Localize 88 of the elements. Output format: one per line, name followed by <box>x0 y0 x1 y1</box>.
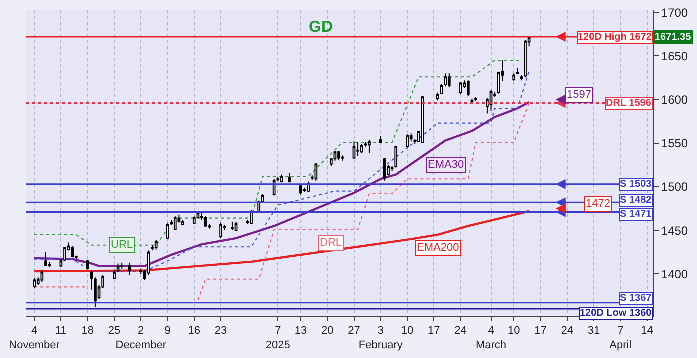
candlestick <box>448 73 451 88</box>
y-tick-label: 1550 <box>661 136 688 151</box>
candlestick <box>113 270 116 280</box>
candlestick <box>60 258 63 268</box>
candlestick <box>338 150 340 160</box>
candlestick <box>459 82 462 96</box>
candlestick <box>341 155 344 162</box>
candlestick <box>360 144 364 154</box>
candlestick <box>490 90 493 112</box>
candlestick <box>356 142 360 157</box>
candlestick <box>394 146 398 168</box>
candlestick <box>368 139 371 154</box>
y-tick-label: 1600 <box>661 92 688 107</box>
text: 1671.35 <box>655 32 692 43</box>
candlestick <box>516 68 520 76</box>
series-label: DRL <box>320 237 342 249</box>
x-tick-label: 11 <box>55 325 67 338</box>
ref-line-label: 120D High 1672 <box>578 32 652 43</box>
ref-line-label: DRL 1596 <box>606 98 652 109</box>
candlestick <box>406 134 409 148</box>
x-tick-label: 10 <box>401 325 414 338</box>
candlestick <box>40 270 44 282</box>
x-tick-label: 16 <box>188 325 201 338</box>
candlestick <box>352 141 356 160</box>
x-tick-label: 18 <box>82 325 94 338</box>
candlestick <box>280 174 284 184</box>
x-tick-label: 31 <box>588 325 600 338</box>
x-tick-label: 3 February <box>358 325 404 352</box>
x-tick-label: 23 <box>214 325 228 338</box>
y-tick-label: 1400 <box>661 267 688 282</box>
candlestick <box>33 278 36 289</box>
annotation: 1597 <box>567 89 592 101</box>
line-series <box>33 210 530 273</box>
candlestick <box>379 136 382 144</box>
x-tick-label: 27 <box>348 325 360 338</box>
series-label: EMA30 <box>428 159 464 171</box>
candlestick <box>86 260 90 270</box>
candlestick <box>524 40 527 78</box>
line-series <box>34 70 530 272</box>
candlestick <box>436 92 440 102</box>
x-tick-label: 9 <box>164 325 171 338</box>
ref-line-label: S 1367 <box>620 293 652 304</box>
candlestick <box>174 216 177 232</box>
candlestick <box>470 98 474 104</box>
x-tick-label: 20 <box>321 325 334 338</box>
x-tick-label: 17 <box>428 325 440 338</box>
ref-line-label: S 1471 <box>620 209 652 220</box>
candlestick <box>94 277 97 308</box>
candlestick <box>64 246 66 262</box>
x-tick-label: 7 April <box>610 325 632 352</box>
x-tick-label: 7 2025 <box>266 325 290 352</box>
candlestick <box>220 222 222 239</box>
ref-line-label: S 1503 <box>620 179 652 190</box>
candlestick <box>192 216 196 225</box>
x-tick-label: 17 <box>534 325 547 338</box>
candlestick <box>71 246 74 258</box>
candlestick <box>128 262 132 276</box>
y-tick-label: 1500 <box>661 180 688 194</box>
candlestick <box>512 73 516 82</box>
candlestick <box>154 240 158 250</box>
candlestick <box>204 216 208 228</box>
candlestick <box>231 221 234 232</box>
candlestick <box>272 178 276 196</box>
candlestick <box>90 270 94 290</box>
x-tick-label: 14 <box>641 325 654 338</box>
y-tick-label: 1450 <box>661 224 688 238</box>
y-tick-label: 1700 <box>661 6 688 20</box>
annotation: 1472 <box>586 198 610 210</box>
x-tick-label: 4 March <box>476 325 507 352</box>
candlestick <box>288 172 291 184</box>
x-tick-label: 24 <box>454 325 467 338</box>
candlestick <box>44 252 48 267</box>
line-series <box>33 101 530 268</box>
candlestick <box>234 221 238 232</box>
annotation: GD <box>309 19 333 36</box>
x-tick-label: 13 <box>294 325 308 338</box>
candlestick <box>474 96 478 102</box>
series-label: EMA200 <box>417 242 460 254</box>
x-tick-label: 10 <box>508 325 520 338</box>
x-tick-label: 25 <box>108 325 121 338</box>
ref-line-label: 120D Low 1360 <box>580 308 652 319</box>
candlestick <box>466 80 470 97</box>
x-tick-label: 24 <box>561 325 574 338</box>
candlestick <box>300 184 302 196</box>
candlestick <box>120 262 124 270</box>
candlestick <box>116 263 120 273</box>
y-tick-label: 1650 <box>661 49 688 64</box>
ref-line-label: S 1482 <box>620 195 652 206</box>
